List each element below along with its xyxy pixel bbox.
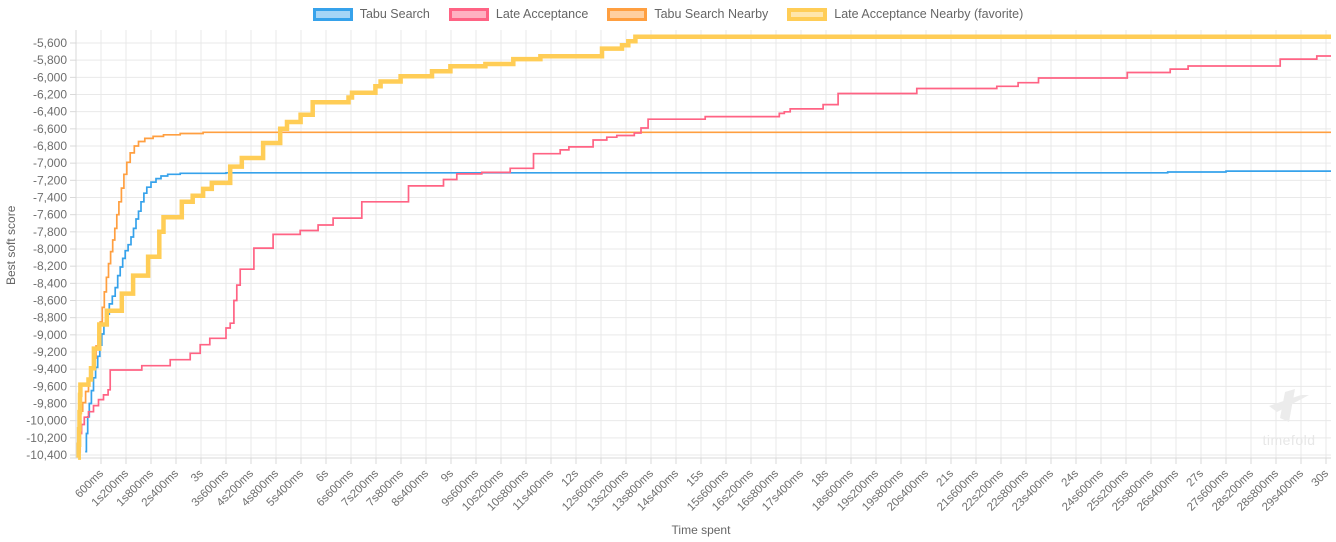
series-line-tabu-search[interactable]	[85, 170, 1331, 453]
x-tick-label: 9s	[439, 467, 456, 484]
series-line-late-acceptance[interactable]	[78, 55, 1332, 454]
y-tick-label: -7,200	[33, 173, 67, 187]
y-tick-label: -6,400	[33, 105, 67, 119]
series-line-tabu-search-nearby[interactable]	[77, 131, 1331, 440]
y-tick-label: -9,200	[33, 345, 67, 359]
y-tick-label: -7,800	[33, 225, 67, 239]
y-tick-label: -8,200	[33, 259, 67, 273]
x-tick-label: 6s	[314, 467, 331, 484]
y-tick-label: -10,000	[26, 414, 67, 428]
y-tick-label: -8,400	[33, 276, 67, 290]
legend-item-late-acceptance-nearby-favorite[interactable]: Late Acceptance Nearby (favorite)	[787, 7, 1023, 21]
legend-label: Late Acceptance Nearby (favorite)	[834, 7, 1024, 21]
x-axis-title: Time spent	[671, 523, 731, 537]
y-tick-label: -8,800	[33, 311, 67, 325]
legend-item-tabu-search-nearby[interactable]: Tabu Search Nearby	[607, 7, 768, 21]
y-tick-label: -9,000	[33, 328, 67, 342]
x-tick-label: 3s	[189, 467, 206, 484]
y-tick-label: -6,800	[33, 139, 67, 153]
y-tick-label: -7,600	[33, 208, 67, 222]
y-tick-label: -9,800	[33, 397, 67, 411]
y-tick-label: -7,000	[33, 156, 67, 170]
y-tick-label: -9,400	[33, 362, 67, 376]
chart-legend: Tabu Search Late Acceptance Tabu Search Ne…	[0, 7, 1336, 21]
x-tick-label: 30s	[1310, 467, 1332, 489]
y-tick-label: -9,600	[33, 379, 67, 393]
legend-swatch-late-acceptance	[448, 7, 489, 21]
legend-swatch-tabu-search-nearby	[607, 7, 648, 21]
y-tick-label: -10,400	[26, 448, 67, 462]
series-line-late-acceptance-nearby-favorite[interactable]	[76, 34, 1331, 460]
legend-swatch-tabu-search	[312, 7, 353, 21]
legend-label: Tabu Search Nearby	[654, 7, 769, 21]
y-tick-label: -7,400	[33, 191, 67, 205]
y-tick-label: -5,600	[33, 36, 67, 50]
legend-item-tabu-search[interactable]: Tabu Search	[312, 7, 430, 21]
y-tick-label: -8,000	[33, 242, 67, 256]
legend-label: Tabu Search	[359, 7, 430, 21]
legend-label: Late Acceptance	[495, 7, 589, 21]
y-tick-label: -8,600	[33, 294, 67, 308]
y-tick-label: -6,000	[33, 70, 67, 84]
y-axis-title: Best soft score	[4, 205, 18, 285]
legend-swatch-late-acceptance-nearby-favorite	[787, 7, 828, 21]
y-tick-label: -6,600	[33, 122, 67, 136]
y-tick-label: -5,800	[33, 53, 67, 67]
legend-item-late-acceptance[interactable]: Late Acceptance	[448, 7, 589, 21]
y-tick-label: -10,200	[26, 431, 67, 445]
y-tick-label: -6,200	[33, 88, 67, 102]
